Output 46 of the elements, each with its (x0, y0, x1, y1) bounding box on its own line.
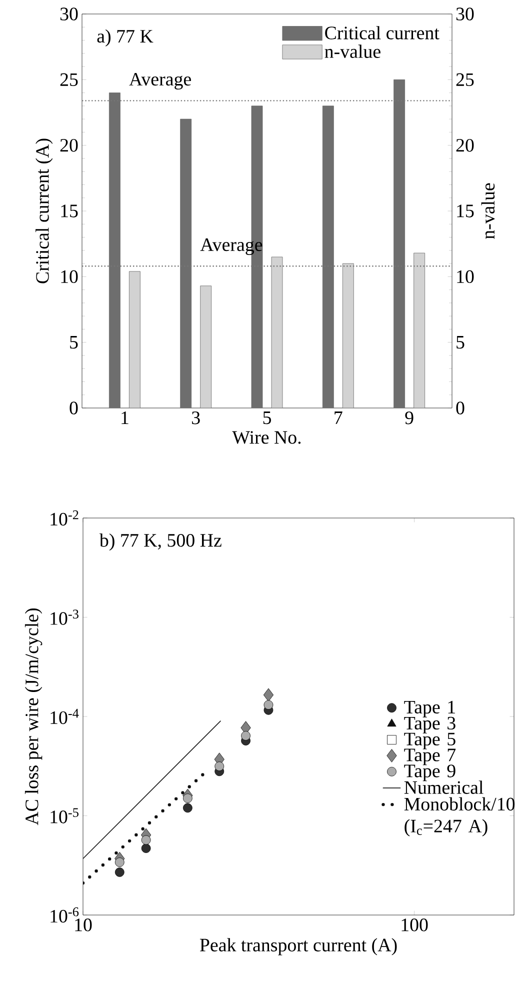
legend-label: Tape 9 (404, 764, 456, 782)
y-tick-label: 20 (60, 138, 78, 152)
y2-tick-label: 20 (456, 138, 474, 152)
y2-tick-label: 10 (457, 270, 474, 284)
y-axis-title: Critical current (A) (36, 138, 53, 284)
bar (128, 271, 140, 408)
x-tick-label: 3 (192, 412, 200, 424)
x-tick-label: 7 (334, 412, 342, 424)
y2-tick-label: 0 (456, 402, 464, 414)
legend-label: Monoblock/10 (I$_{c}$=247 A) (404, 797, 515, 836)
ref-line-label: Average (129, 72, 191, 90)
bar (271, 256, 283, 408)
y2-tick-label: 5 (456, 336, 464, 349)
y-tick-label: 10$^{-2}$ (50, 510, 78, 526)
annotation: b) 77 K, 500 Hz (99, 533, 222, 551)
y2-axis-title: n-value (481, 183, 495, 239)
x-tick-label: 100 (402, 918, 428, 932)
x-tick-label: 5 (263, 412, 271, 424)
y-tick-label: 25 (60, 73, 78, 86)
bar (342, 263, 354, 408)
y-tick-label: 10$^{-5}$ (50, 808, 78, 824)
y2-tick-label: 15 (457, 204, 474, 218)
y2-tick-label: 25 (456, 73, 474, 86)
y-axis-title: AC loss per wire (J/m/cycle) (24, 608, 42, 826)
x-tick-label: 9 (405, 412, 414, 424)
legend-label: Tape 1 (404, 700, 455, 718)
bar (414, 252, 426, 408)
legend-label: Tape 3 (404, 716, 456, 734)
y-tick-label: 0 (70, 402, 78, 414)
legend-label: Critical current (325, 26, 440, 40)
y2-tick-label: 30 (456, 8, 474, 20)
bar (200, 286, 212, 408)
y-tick-label: 15 (61, 204, 78, 218)
x-axis-title: Peak transport current (A) (200, 938, 397, 956)
y-tick-label: 5 (70, 336, 78, 349)
legend-label: Numerical (404, 780, 484, 794)
annotation: a) 77 K (97, 29, 154, 46)
legend-label: Tape 7 (404, 748, 456, 766)
y-tick-label: 30 (60, 8, 78, 20)
x-tick-label: 1 (122, 412, 128, 424)
y-tick-label: 10$^{-3}$ (50, 610, 78, 625)
x-axis-title: Wire No. (232, 431, 301, 444)
y-tick-label: 10$^{-4}$ (50, 708, 79, 724)
legend-label: n-value (324, 44, 380, 58)
legend-label: Tape 5 (404, 732, 456, 750)
y-tick-label: 10 (61, 270, 78, 284)
